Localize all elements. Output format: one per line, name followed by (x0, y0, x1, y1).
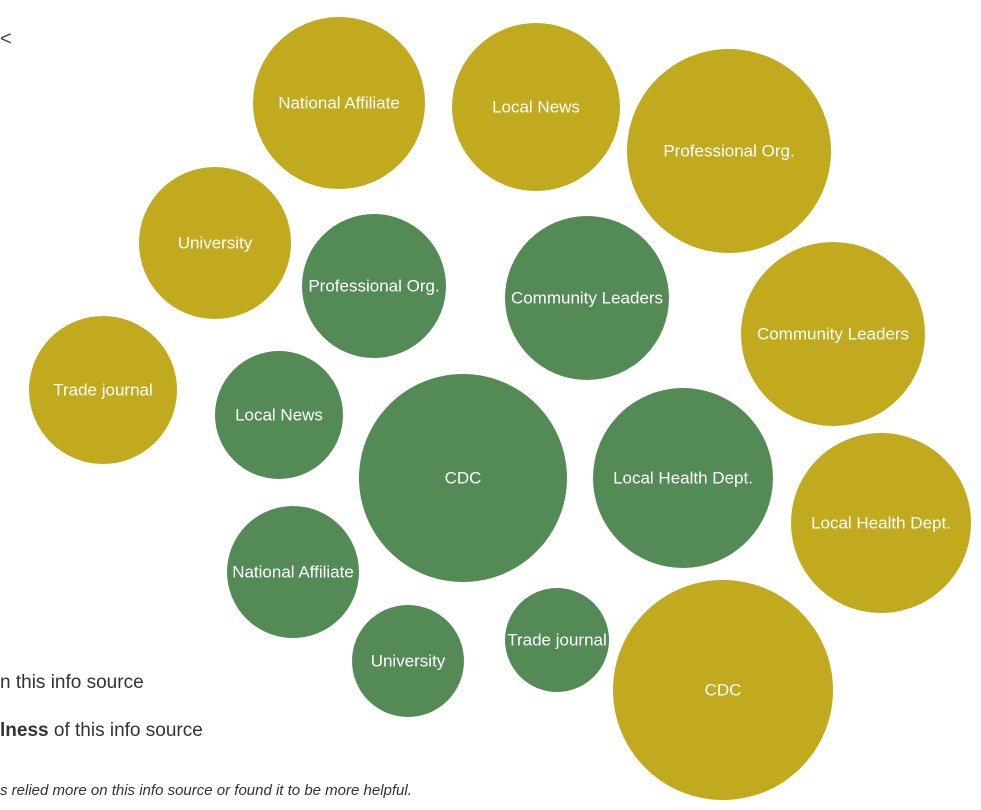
bubble-circle (29, 316, 177, 464)
bubble-circle (352, 605, 464, 717)
bubble-helpfulness-local-health-dept[interactable]: Local Health Dept. (593, 388, 773, 568)
bubble-label: Local News (235, 406, 323, 425)
legend-helpfulness: lness of this info source (0, 720, 203, 742)
bubble-label: CDC (445, 469, 482, 488)
bubble-reliance-local-news[interactable]: Local News (452, 23, 620, 191)
bubble-circle (302, 214, 446, 358)
bubble-helpfulness-cdc[interactable]: CDC (359, 374, 567, 582)
bubble-reliance-local-health-dept[interactable]: Local Health Dept. (791, 433, 971, 613)
bubble-label: National Affiliate (232, 563, 354, 582)
bubble-label: Local News (492, 98, 580, 117)
bubble-helpfulness-community-leaders[interactable]: Community Leaders (505, 216, 669, 380)
bubble-helpfulness-national-affiliate[interactable]: National Affiliate (227, 506, 359, 638)
bubble-circle (741, 242, 925, 426)
bubble-label: Trade journal (53, 381, 153, 400)
bubble-circle (452, 23, 620, 191)
legend-reliance-text: n this info source (0, 672, 144, 693)
bubble-circle (505, 216, 669, 380)
bubble-label: Local Health Dept. (613, 469, 753, 488)
bubble-circle (139, 167, 291, 319)
bubble-label: Professional Org. (308, 277, 439, 296)
footnote: s relied more on this info source or fou… (0, 782, 412, 799)
bubble-reliance-national-affiliate[interactable]: National Affiliate (253, 17, 425, 189)
bubble-helpfulness-professional-org[interactable]: Professional Org. (302, 214, 446, 358)
bubble-label: Community Leaders (511, 289, 663, 308)
bubble-reliance-trade-journal[interactable]: Trade journal (29, 316, 177, 464)
bubble-reliance-cdc[interactable]: CDC (613, 580, 833, 800)
bubble-circle (359, 374, 567, 582)
legend-helpfulness-rest: of this info source (48, 720, 203, 741)
bubble-reliance-university[interactable]: University (139, 167, 291, 319)
bubble-reliance-community-leaders[interactable]: Community Leaders (741, 242, 925, 426)
bubble-circle (593, 388, 773, 568)
bubble-circle (227, 506, 359, 638)
bubble-label: Trade journal (507, 631, 607, 650)
corner-glyph: < (0, 28, 12, 50)
bubble-circle (791, 433, 971, 613)
bubble-label: CDC (705, 681, 742, 700)
bubble-circle (253, 17, 425, 189)
bubble-helpfulness-university[interactable]: University (352, 605, 464, 717)
legend-helpfulness-bold: lness (0, 720, 49, 741)
bubble-label: University (178, 234, 253, 253)
bubble-label: University (371, 652, 446, 671)
bubble-reliance-professional-org[interactable]: Professional Org. (627, 49, 831, 253)
bubble-label: Professional Org. (663, 142, 794, 161)
legend-reliance: n this info source (0, 672, 144, 694)
bubble-circle (627, 49, 831, 253)
bubble-helpfulness-trade-journal[interactable]: Trade journal (505, 588, 609, 692)
bubble-circle (505, 588, 609, 692)
bubble-helpfulness-local-news[interactable]: Local News (215, 351, 343, 479)
bubble-circle (613, 580, 833, 800)
bubble-label: Community Leaders (757, 325, 909, 344)
bubble-label: National Affiliate (278, 94, 400, 113)
bubble-label: Local Health Dept. (811, 514, 951, 533)
bubble-circle (215, 351, 343, 479)
